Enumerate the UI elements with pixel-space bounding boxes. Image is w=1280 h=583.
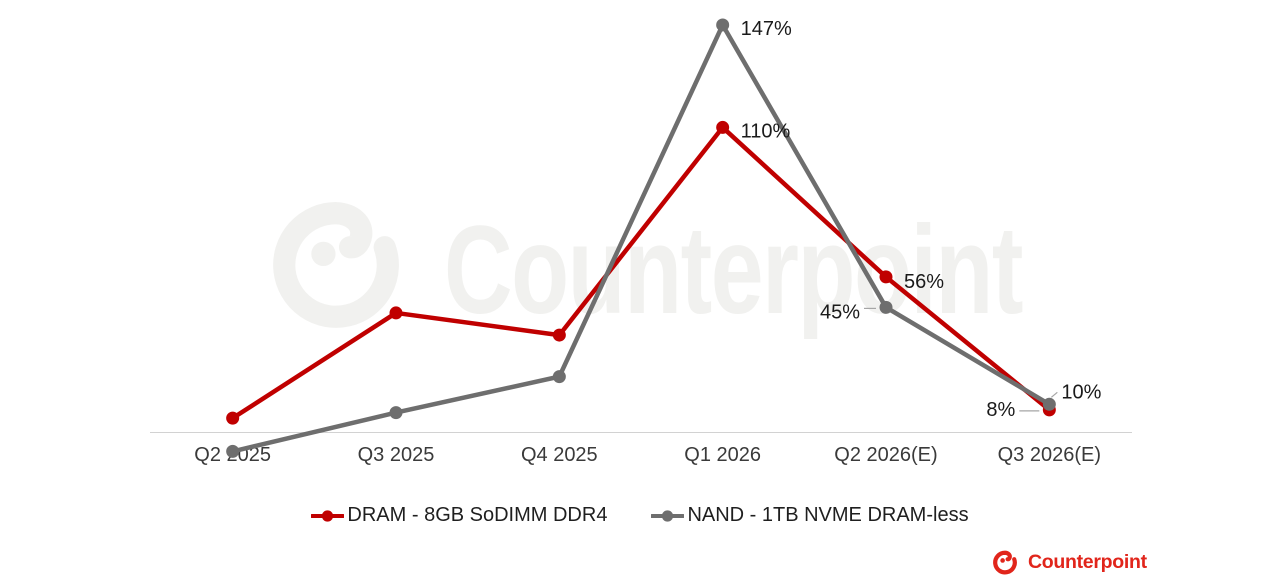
chart-legend: DRAM - 8GB SoDIMM DDR4 NAND - 1TB NVME D… — [0, 504, 1280, 527]
data-point-series-0 — [879, 270, 893, 284]
counterpoint-logo-icon — [991, 548, 1019, 576]
legend-label-nand: NAND - 1TB NVME DRAM-less — [687, 504, 969, 526]
data-point-series-0 — [716, 120, 730, 134]
data-point-series-1 — [389, 406, 403, 420]
x-tick-label: Q1 2026 — [684, 444, 761, 466]
data-label: 110% — [741, 120, 791, 142]
data-point-series-1 — [226, 444, 240, 458]
legend-marker-dram-icon — [311, 509, 345, 522]
data-point-series-0 — [226, 411, 240, 425]
legend-item-dram: DRAM - 8GB SoDIMM DDR4 — [311, 504, 607, 527]
data-label: 10% — [1061, 381, 1101, 403]
legend-item-nand: NAND - 1TB NVME DRAM-less — [651, 504, 969, 527]
series-line-1 — [230, 22, 1052, 454]
data-point-series-0 — [389, 306, 403, 320]
data-label: 56% — [904, 271, 944, 293]
counterpoint-logo: Counterpoint — [991, 548, 1147, 576]
data-point-series-1 — [716, 18, 730, 32]
data-label: 147% — [741, 18, 792, 40]
data-point-series-0 — [552, 328, 566, 342]
x-tick-label: Q3 2026(E) — [998, 444, 1101, 466]
data-label: 8% — [986, 399, 1015, 421]
data-point-series-1 — [879, 300, 893, 314]
series-line-0 — [230, 125, 1052, 421]
x-tick-label: Q4 2025 — [521, 444, 598, 466]
label-leader-line — [1050, 391, 1058, 398]
legend-marker-nand-icon — [651, 509, 685, 522]
x-tick-label: Q2 2026(E) — [834, 444, 937, 466]
data-point-series-1 — [552, 370, 566, 384]
data-label: 45% — [820, 301, 860, 323]
data-point-series-1 — [1042, 397, 1056, 411]
x-tick-label: Q3 2025 — [358, 444, 435, 466]
legend-label-dram: DRAM - 8GB SoDIMM DDR4 — [347, 504, 608, 526]
counterpoint-logo-text: Counterpoint — [1028, 550, 1147, 573]
